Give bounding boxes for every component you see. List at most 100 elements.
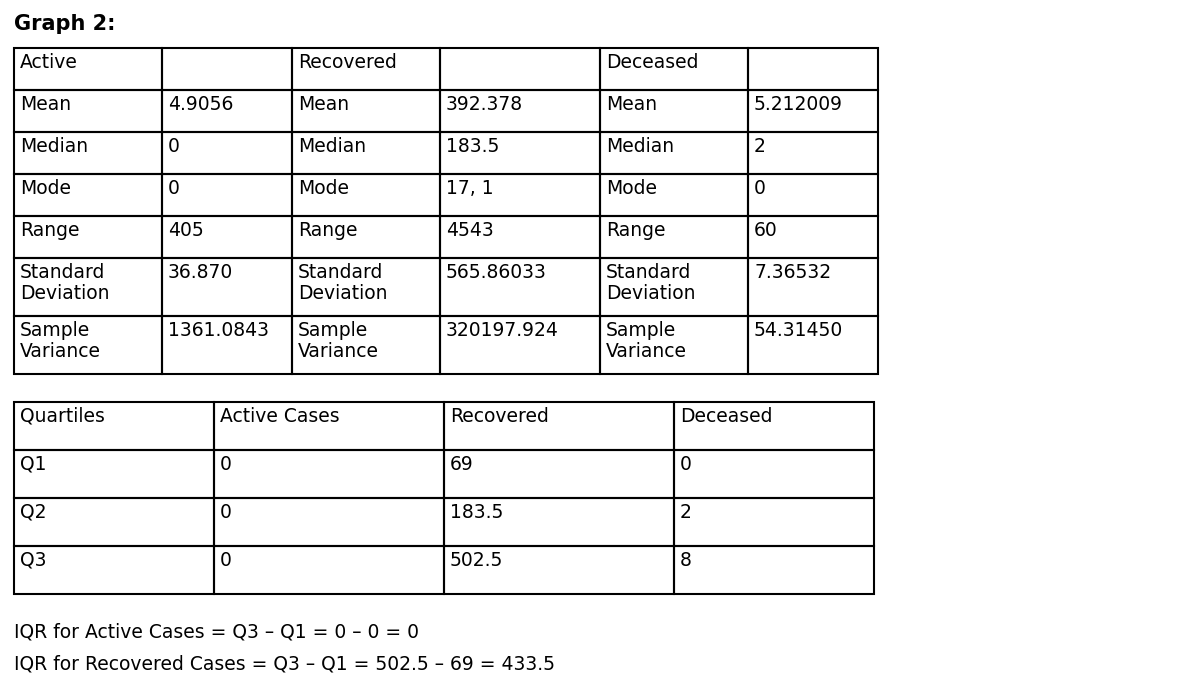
- Text: Mode: Mode: [20, 179, 71, 198]
- Bar: [162, 258, 292, 316]
- Text: Range: Range: [20, 221, 79, 240]
- Text: 4.9056: 4.9056: [168, 95, 233, 114]
- Bar: [674, 546, 874, 594]
- Bar: [600, 90, 748, 132]
- Text: Range: Range: [606, 221, 666, 240]
- Text: Variance: Variance: [298, 342, 379, 361]
- Bar: [748, 48, 878, 90]
- Text: 320197.924: 320197.924: [446, 321, 559, 340]
- Text: 0: 0: [220, 455, 232, 474]
- Bar: [14, 132, 162, 174]
- Bar: [600, 316, 748, 374]
- Text: Deviation: Deviation: [20, 284, 109, 303]
- Text: 0: 0: [220, 503, 232, 522]
- Bar: [600, 174, 748, 216]
- Text: Q3: Q3: [20, 551, 47, 570]
- Bar: [162, 316, 292, 374]
- Text: Sample: Sample: [606, 321, 677, 340]
- Bar: [214, 450, 444, 498]
- Bar: [14, 258, 162, 316]
- Bar: [14, 90, 162, 132]
- Bar: [444, 546, 674, 594]
- Bar: [14, 174, 162, 216]
- Bar: [600, 258, 748, 316]
- Text: 69: 69: [450, 455, 474, 474]
- Text: Q2: Q2: [20, 503, 47, 522]
- Text: IQR for Active Cases = Q3 – Q1 = 0 – 0 = 0: IQR for Active Cases = Q3 – Q1 = 0 – 0 =…: [14, 622, 419, 641]
- Bar: [440, 48, 600, 90]
- Text: Standard: Standard: [606, 263, 691, 282]
- Text: 2: 2: [680, 503, 692, 522]
- Bar: [674, 498, 874, 546]
- Bar: [444, 450, 674, 498]
- Text: Range: Range: [298, 221, 358, 240]
- Text: Variance: Variance: [20, 342, 101, 361]
- Text: Mode: Mode: [298, 179, 349, 198]
- Bar: [162, 90, 292, 132]
- Text: Sample: Sample: [298, 321, 368, 340]
- Text: 405: 405: [168, 221, 204, 240]
- Bar: [14, 450, 214, 498]
- Bar: [214, 546, 444, 594]
- Text: Deviation: Deviation: [606, 284, 696, 303]
- Bar: [292, 90, 440, 132]
- Text: 5.212009: 5.212009: [754, 95, 842, 114]
- Bar: [440, 90, 600, 132]
- Bar: [292, 258, 440, 316]
- Text: 0: 0: [168, 137, 180, 156]
- Bar: [748, 132, 878, 174]
- Bar: [440, 258, 600, 316]
- Bar: [444, 498, 674, 546]
- Bar: [292, 316, 440, 374]
- Text: 7.36532: 7.36532: [754, 263, 832, 282]
- Text: 0: 0: [680, 455, 692, 474]
- Text: 0: 0: [754, 179, 766, 198]
- Bar: [162, 216, 292, 258]
- Text: Standard: Standard: [20, 263, 106, 282]
- Bar: [748, 174, 878, 216]
- Text: Q1: Q1: [20, 455, 47, 474]
- Text: 183.5: 183.5: [446, 137, 499, 156]
- Bar: [14, 216, 162, 258]
- Text: Graph 2:: Graph 2:: [14, 14, 115, 34]
- Text: Median: Median: [20, 137, 88, 156]
- Text: 565.86033: 565.86033: [446, 263, 547, 282]
- Bar: [440, 216, 600, 258]
- Text: 0: 0: [168, 179, 180, 198]
- Text: 0: 0: [220, 551, 232, 570]
- Text: Mean: Mean: [298, 95, 349, 114]
- Text: Median: Median: [606, 137, 674, 156]
- Bar: [674, 402, 874, 450]
- Bar: [600, 132, 748, 174]
- Bar: [440, 132, 600, 174]
- Bar: [14, 402, 214, 450]
- Text: Active Cases: Active Cases: [220, 407, 340, 426]
- Text: 392.378: 392.378: [446, 95, 523, 114]
- Text: 502.5: 502.5: [450, 551, 503, 570]
- Bar: [214, 498, 444, 546]
- Text: Deceased: Deceased: [680, 407, 773, 426]
- Text: 54.31450: 54.31450: [754, 321, 844, 340]
- Text: Quartiles: Quartiles: [20, 407, 104, 426]
- Bar: [440, 174, 600, 216]
- Bar: [14, 546, 214, 594]
- Text: Mean: Mean: [606, 95, 658, 114]
- Bar: [600, 48, 748, 90]
- Text: Active: Active: [20, 53, 78, 72]
- Text: 2: 2: [754, 137, 766, 156]
- Bar: [748, 90, 878, 132]
- Bar: [214, 402, 444, 450]
- Text: 36.870: 36.870: [168, 263, 233, 282]
- Bar: [14, 498, 214, 546]
- Text: Mode: Mode: [606, 179, 658, 198]
- Text: Deceased: Deceased: [606, 53, 698, 72]
- Text: Standard: Standard: [298, 263, 383, 282]
- Bar: [292, 216, 440, 258]
- Bar: [748, 258, 878, 316]
- Bar: [162, 174, 292, 216]
- Text: Variance: Variance: [606, 342, 686, 361]
- Bar: [292, 48, 440, 90]
- Text: Deviation: Deviation: [298, 284, 388, 303]
- Text: 60: 60: [754, 221, 778, 240]
- Text: IQR for Recovered Cases = Q3 – Q1 = 502.5 – 69 = 433.5: IQR for Recovered Cases = Q3 – Q1 = 502.…: [14, 654, 554, 673]
